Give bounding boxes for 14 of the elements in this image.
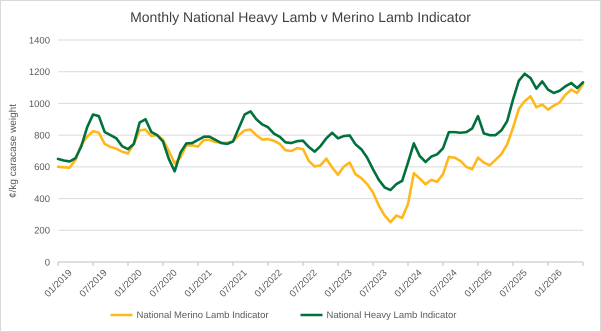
y-tick-label: 400 [34,194,50,205]
y-tick-label: 0 [44,257,50,268]
y-tick-label: 1200 [28,67,50,78]
y-axis-title: ¢/kg caracase weight [8,104,19,198]
y-tick-label: 200 [34,226,50,237]
legend-label: National Heavy Lamb Indicator [326,310,456,321]
chart-title: Monthly National Heavy Lamb v Merino Lamb Indicator [130,9,472,25]
y-tick-label: 1400 [28,35,50,46]
legend-label: National Merino Lamb Indicator [136,310,269,321]
line-series [56,82,584,224]
y-tick-label: 800 [34,130,50,142]
y-tick-label: 600 [34,162,50,174]
y-tick-label: 1000 [28,98,50,110]
line-series [56,72,584,192]
